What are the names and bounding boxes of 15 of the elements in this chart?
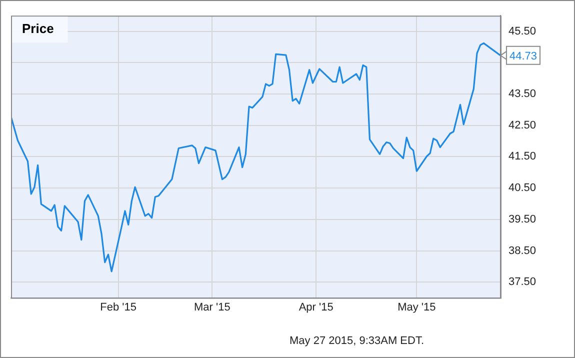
- data-label: 44.73: [509, 50, 538, 62]
- x-tick-label: May '15: [398, 301, 436, 314]
- text: May 27 2015, 9:33AM EDT.: [289, 335, 424, 348]
- y-tick-label: 37.50: [508, 276, 536, 288]
- x-tick-label: Mar '15: [194, 301, 230, 314]
- y-tick-label: 39.50: [508, 213, 536, 226]
- y-tick-label: 41.50: [508, 150, 536, 163]
- y-tick-label: 40.50: [508, 182, 536, 194]
- y-tick-label: 38.50: [508, 244, 536, 257]
- y-tick-label: 43.50: [508, 88, 536, 100]
- chart-title: Price: [22, 21, 54, 36]
- x-tick-label: Apr '15: [298, 301, 334, 314]
- y-tick-label: 42.50: [508, 119, 536, 132]
- y-tick-label: 45.50: [508, 25, 536, 38]
- x-tick-label: Feb '15: [100, 301, 136, 314]
